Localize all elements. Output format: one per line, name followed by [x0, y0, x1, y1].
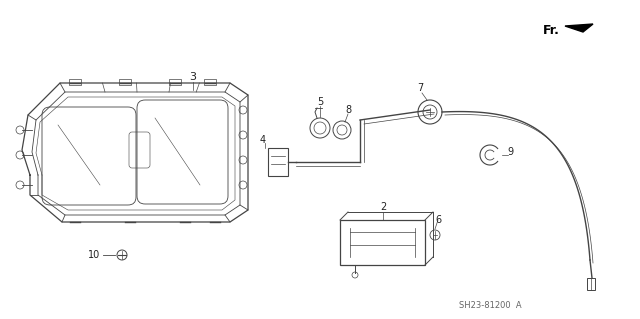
Text: SH23-81200  A: SH23-81200 A [459, 300, 522, 309]
Text: 8: 8 [345, 105, 351, 115]
Text: Fr.: Fr. [543, 24, 560, 36]
Text: 7: 7 [417, 83, 423, 93]
Text: 6: 6 [435, 215, 441, 225]
Text: 3: 3 [189, 72, 196, 82]
Text: 5: 5 [317, 97, 323, 107]
Text: 2: 2 [380, 202, 386, 212]
Text: 10: 10 [88, 250, 100, 260]
Polygon shape [565, 24, 593, 32]
Text: 4: 4 [260, 135, 266, 145]
Text: 9: 9 [507, 147, 513, 157]
